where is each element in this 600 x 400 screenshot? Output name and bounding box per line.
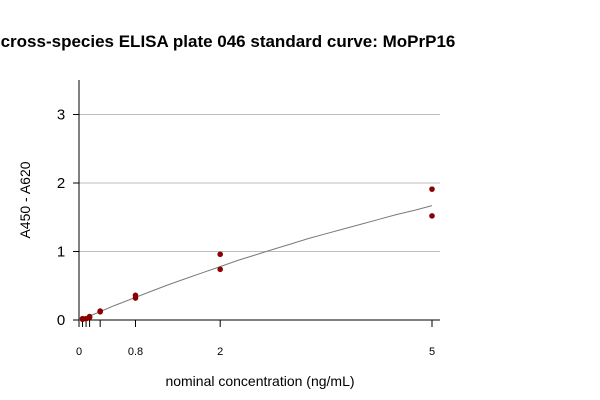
fit-curve — [78, 205, 433, 321]
grid-layer — [79, 114, 440, 252]
y-tick-label: 3 — [57, 107, 65, 124]
data-point — [217, 266, 223, 273]
data-point — [429, 213, 435, 219]
data-point — [429, 186, 435, 192]
data-point — [86, 313, 93, 320]
points-layer — [79, 186, 435, 323]
x-tick-label: 0.8 — [128, 346, 143, 358]
x-tick-label: 0 — [76, 346, 82, 358]
y-tick-label: 2 — [57, 175, 65, 192]
data-point — [97, 308, 103, 314]
x-tick-label: 5 — [429, 346, 435, 358]
x-tick-label: 2 — [217, 346, 223, 358]
data-point — [217, 251, 223, 258]
x-axis-label: nominal concentration (ng/mL) — [165, 373, 354, 389]
chart-title: cross-species ELISA plate 046 standard c… — [1, 32, 456, 51]
ticks-layer: 0 1 2 3 0 0.8 2 5 — [57, 107, 435, 359]
y-axis-label: A450 - A620 — [17, 161, 33, 238]
data-point — [132, 292, 139, 299]
y-tick-label: 0 — [57, 312, 65, 329]
y-tick-label: 1 — [57, 244, 65, 261]
